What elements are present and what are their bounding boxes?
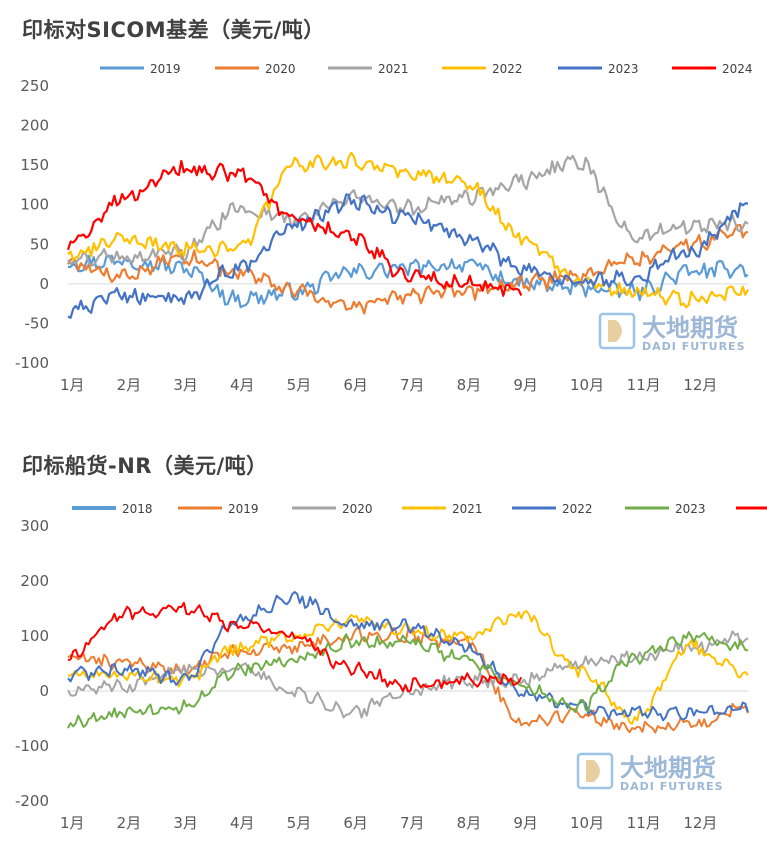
legend-item-2020: 2020 — [215, 62, 296, 76]
legend-item-2023: 2023 — [558, 62, 639, 76]
x-tick-label: 4月 — [230, 376, 255, 394]
x-tick-label: 9月 — [513, 376, 538, 394]
legend-label: 2021 — [452, 502, 483, 516]
x-tick-label: 11月 — [627, 376, 661, 394]
x-tick-label: 12月 — [683, 814, 717, 832]
legend-item-2019: 2019 — [100, 62, 181, 76]
y-tick-label: 50 — [30, 235, 49, 253]
x-tick-label: 3月 — [173, 376, 198, 394]
y-tick-label: -100 — [15, 737, 49, 755]
chart-indo-ship-nr: -200 -100 0 100 200 300 1月 2月 3月 4月 5月 6月 7月 8月 9月 10月 1… — [15, 502, 767, 832]
series-line-2022 — [67, 591, 749, 722]
legend-item-2022: 2022 — [442, 62, 523, 76]
legend-item-2021: 2021 — [402, 502, 483, 516]
x-tick-label: 5月 — [287, 814, 312, 832]
series-line-2024 — [67, 601, 523, 693]
chart-title: 印标对SICOM基差（美元/吨） — [22, 18, 325, 42]
y-tick-label: 200 — [20, 572, 49, 590]
x-tick-label: 5月 — [287, 376, 312, 394]
legend-label: 2020 — [342, 502, 373, 516]
watermark-sub: DADI FUTURES — [642, 340, 746, 353]
legend-item-2021: 2021 — [328, 62, 409, 76]
x-tick-label: 7月 — [400, 376, 425, 394]
x-tick-label: 2月 — [117, 814, 142, 832]
x-tick-label: 10月 — [570, 376, 604, 394]
y-tick-label: -100 — [15, 354, 49, 372]
watermark-name: 大地期货 — [620, 754, 716, 782]
x-tick-label: 6月 — [343, 376, 368, 394]
x-tick-label: 2月 — [117, 376, 142, 394]
series-line-2023 — [67, 193, 749, 319]
y-tick-label: 100 — [20, 196, 49, 214]
logo-mark-icon — [608, 320, 622, 342]
y-tick-label: 150 — [20, 156, 49, 174]
legend-item-2020: 2020 — [292, 502, 373, 516]
watermark-name: 大地期货 — [642, 314, 738, 342]
x-tick-label: 10月 — [570, 814, 604, 832]
chart-panel-indo-ship-nr: 印标船货-NR（美元/吨） -200 -100 0 100 200 300 1月 2月 3月 4月… — [0, 436, 767, 852]
x-tick-label: 3月 — [173, 814, 198, 832]
legend-label: 2023 — [608, 62, 639, 76]
legend-label: 2018 — [122, 502, 153, 516]
legend-label: 2024 — [722, 62, 753, 76]
legend-label: 2020 — [265, 62, 296, 76]
y-tick-label: 300 — [20, 517, 49, 535]
x-tick-label: 8月 — [457, 814, 482, 832]
y-tick-label: 200 — [20, 117, 49, 135]
legend-item-2019: 2019 — [178, 502, 259, 516]
legend-item-2024: 2024 — [672, 62, 753, 76]
legend-label: 2022 — [492, 62, 523, 76]
series-line-2020 — [67, 224, 749, 315]
x-tick-label: 1月 — [60, 376, 85, 394]
legend-label: 2019 — [150, 62, 181, 76]
watermark-sub: DADI FUTURES — [620, 780, 724, 793]
legend-item-2022: 2022 — [512, 502, 593, 516]
series-line-2024 — [66, 159, 523, 297]
x-tick-label: 8月 — [457, 376, 482, 394]
y-tick-label: 250 — [20, 77, 49, 95]
legend-item-2018: 2018 — [72, 502, 153, 516]
legend-label: 2021 — [378, 62, 409, 76]
chart-title: 印标船货-NR（美元/吨） — [22, 454, 268, 478]
legend-item-2024: 2024 — [736, 506, 767, 510]
y-tick-label: -200 — [15, 792, 49, 810]
x-tick-label: 12月 — [683, 376, 717, 394]
series-line-2022 — [67, 151, 749, 309]
x-tick-label: 7月 — [400, 814, 425, 832]
legend-item-2023: 2023 — [625, 502, 706, 516]
series-line-2021 — [67, 154, 749, 267]
x-tick-label: 11月 — [627, 814, 661, 832]
y-tick-label: 0 — [39, 682, 49, 700]
series-line-2023 — [67, 631, 749, 729]
x-tick-label: 4月 — [230, 814, 255, 832]
legend-label: 2022 — [562, 502, 593, 516]
chart-sicom-basis: -100 -50 0 50 100 150 200 250 1月 2月 3月 4月 5月 6月 7月 8月 9月… — [15, 62, 753, 394]
y-tick-label: 0 — [39, 275, 49, 293]
chart-panel-sicom-basis: 印标对SICOM基差（美元/吨） -100 -50 0 50 100 150 200 250 1… — [0, 0, 767, 420]
x-tick-label: 1月 — [60, 814, 85, 832]
legend-label: 2023 — [675, 502, 706, 516]
y-tick-label: -50 — [25, 314, 50, 332]
logo-mark-icon — [586, 760, 600, 782]
x-tick-label: 9月 — [513, 814, 538, 832]
y-tick-label: 100 — [20, 627, 49, 645]
x-tick-label: 6月 — [343, 814, 368, 832]
legend-label: 2019 — [228, 502, 259, 516]
